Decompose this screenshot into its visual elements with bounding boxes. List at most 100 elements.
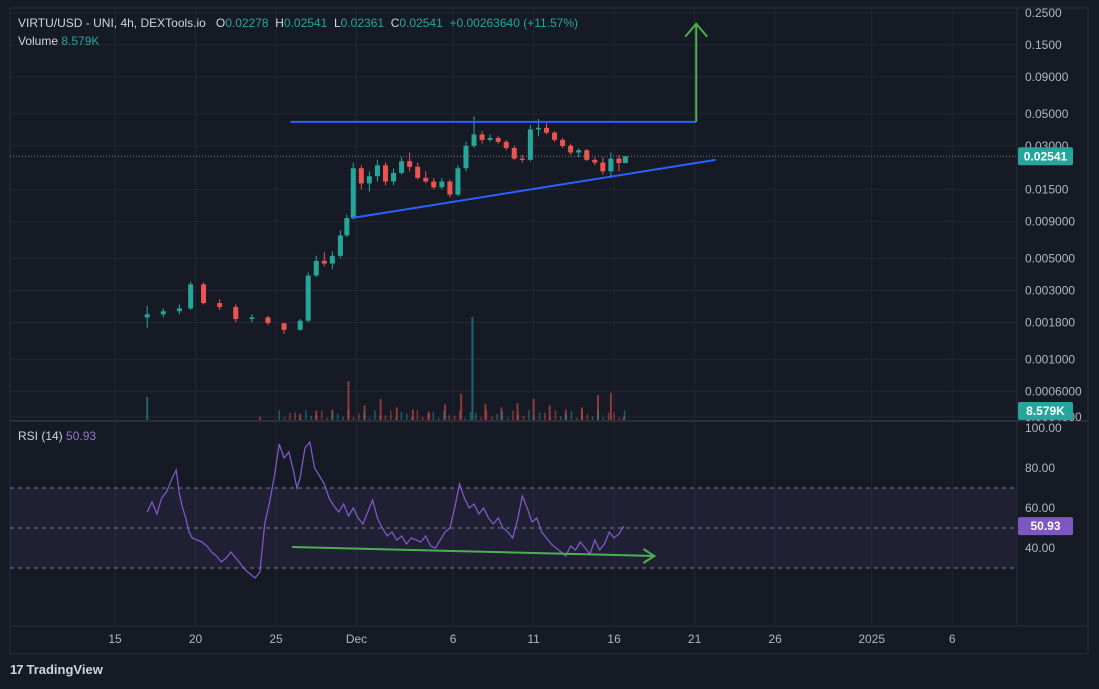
volume-bar <box>538 412 541 420</box>
price-tick-label: 0.001000 <box>1025 352 1075 366</box>
rsi-value: 50.93 <box>66 429 97 443</box>
volume-bar <box>484 404 487 420</box>
volume-bar <box>581 411 583 420</box>
tradingview-logo-mark: 17 <box>10 662 24 677</box>
rsi-tick-label: 80.00 <box>1025 461 1055 475</box>
support-trendline <box>351 158 716 220</box>
price-tick-label: 0.09000 <box>1025 70 1069 84</box>
volume-bar <box>258 416 261 420</box>
volume-bar <box>411 409 414 420</box>
candle-body <box>217 303 223 308</box>
candlesticks[interactable] <box>144 116 628 334</box>
volume-bar <box>533 417 536 420</box>
rsi-label: RSI (14) <box>18 429 63 443</box>
candle-body <box>463 145 469 169</box>
time-tick-label: 11 <box>527 632 540 646</box>
price-tick-label: 0.001800 <box>1025 315 1075 329</box>
volume-legend[interactable]: Volume 8.579K <box>18 34 99 48</box>
candle-body <box>608 158 614 172</box>
price-axis[interactable]: 0.25000.15000.090000.050000.030000.01500… <box>1025 6 1082 424</box>
candle-body <box>305 275 311 321</box>
volume-bar <box>549 417 551 420</box>
trendlines[interactable] <box>290 22 716 220</box>
candle-body <box>600 162 606 172</box>
change-value: +0.00263640 (+11.57%) <box>449 16 579 30</box>
value-badges: 0.02541 8.579K 50.93 <box>1018 147 1073 536</box>
volume-bar <box>512 410 514 420</box>
volume-bar <box>395 417 397 420</box>
volume-bar <box>459 410 461 420</box>
time-tick-label: 25 <box>269 632 283 646</box>
volume-bar <box>480 417 482 420</box>
high-value: 0.02541 <box>283 16 328 30</box>
volume-bar <box>405 413 408 420</box>
time-tick-label: Dec <box>346 632 367 646</box>
low-value: 0.02361 <box>340 16 385 30</box>
volume-bar <box>315 410 318 420</box>
rsi-series-line <box>146 440 625 579</box>
rsi-band <box>10 487 1016 569</box>
rsi-legend[interactable]: RSI (14) 50.93 <box>18 429 96 443</box>
candle-body <box>350 168 356 219</box>
rsi-line[interactable] <box>146 440 657 579</box>
volume-bar <box>326 417 328 420</box>
candle-body <box>344 218 350 236</box>
breakout-arrow-head <box>684 22 708 38</box>
candle-body <box>543 127 549 133</box>
candle-body <box>622 156 628 164</box>
open-value: 0.02278 <box>225 16 269 30</box>
rsi-axis[interactable]: 100.00 80.00 60.00 40.00 <box>1025 421 1062 555</box>
price-tick-label: 0.0006000 <box>1025 384 1082 398</box>
candle-body <box>487 138 493 140</box>
candle-body <box>431 181 437 188</box>
rsi-tick-label: 40.00 <box>1025 541 1055 555</box>
symbol-title[interactable]: VIRTU/USD - UNI, 4h, DEXTools.io <box>18 16 206 30</box>
time-axis[interactable]: 15 20 25 Dec 6 11 16 21 26 2025 6 <box>108 632 956 646</box>
candle-body <box>188 284 194 309</box>
volume-bar <box>315 414 318 420</box>
candle-body <box>337 235 343 256</box>
volume-bar <box>352 417 355 420</box>
volume-bar <box>331 409 334 420</box>
volume-bar <box>570 411 573 420</box>
rsi-band-fill <box>10 488 1016 568</box>
price-grid <box>10 12 1016 418</box>
candle-body <box>423 177 429 182</box>
volume-bar <box>544 412 546 420</box>
candle-body <box>201 284 207 304</box>
volume-bar <box>575 417 578 420</box>
tradingview-logo[interactable]: 17 TradingView <box>10 662 103 677</box>
vertical-grid <box>114 8 953 625</box>
candle-body <box>399 161 405 173</box>
close-label: C <box>390 16 400 30</box>
candle-body <box>176 308 182 312</box>
volume-bar <box>528 410 530 420</box>
rsi-badge: 50.93 <box>1030 519 1060 533</box>
volume-bar <box>411 417 413 420</box>
candle-body <box>249 317 255 320</box>
candle-body <box>366 176 372 184</box>
candle-body <box>455 168 461 195</box>
price-badge-bg <box>1018 147 1073 166</box>
volume-bar <box>506 417 509 420</box>
volume-bar <box>602 417 605 420</box>
volume-bar <box>469 412 472 420</box>
price-tick-label: 0.2500 <box>1025 6 1062 20</box>
volume-bar <box>379 399 382 420</box>
volume-bar <box>580 407 583 420</box>
price-tick-label: 0.1500 <box>1025 38 1062 52</box>
rsi-tick-label: 100.00 <box>1025 421 1062 435</box>
volume-bar <box>609 392 612 420</box>
main-legend[interactable]: VIRTU/USD - UNI, 4h, DEXTools.io O0.0227… <box>18 16 578 30</box>
volume-bar <box>331 411 334 420</box>
volume-bar <box>294 412 296 420</box>
volume-bar <box>607 412 610 420</box>
candle-body <box>568 145 574 153</box>
candle-body <box>265 317 271 324</box>
candle-body <box>415 166 421 178</box>
candle-body <box>358 168 364 184</box>
volume-bar <box>347 381 350 420</box>
volume-bar <box>560 416 562 420</box>
volume-bar <box>320 410 323 420</box>
